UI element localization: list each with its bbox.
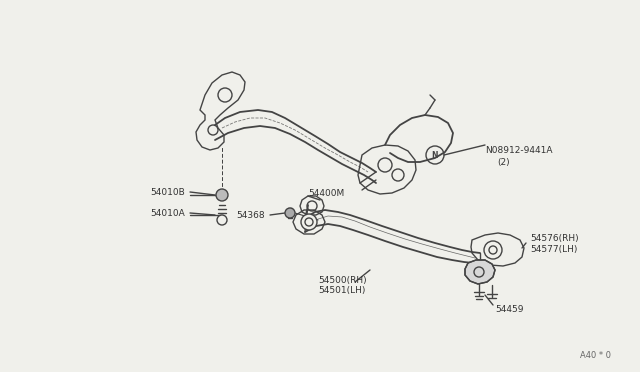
Text: A40 * 0: A40 * 0 (580, 350, 611, 359)
Text: N: N (432, 151, 438, 160)
Circle shape (285, 208, 295, 218)
Circle shape (301, 214, 317, 230)
Text: 54010A: 54010A (150, 208, 185, 218)
Text: 54368: 54368 (236, 211, 265, 219)
Text: 54576(RH): 54576(RH) (530, 234, 579, 243)
Circle shape (484, 241, 502, 259)
Text: (2): (2) (497, 157, 509, 167)
Text: 54501(LH): 54501(LH) (318, 286, 365, 295)
Text: N08912-9441A: N08912-9441A (485, 145, 552, 154)
Polygon shape (465, 260, 495, 284)
Text: 54577(LH): 54577(LH) (530, 244, 577, 253)
Text: 54400M: 54400M (308, 189, 344, 198)
Circle shape (216, 189, 228, 201)
Text: 54010B: 54010B (150, 187, 185, 196)
Text: 54500(RH): 54500(RH) (318, 276, 367, 285)
Circle shape (217, 215, 227, 225)
Text: 54459: 54459 (495, 305, 524, 314)
